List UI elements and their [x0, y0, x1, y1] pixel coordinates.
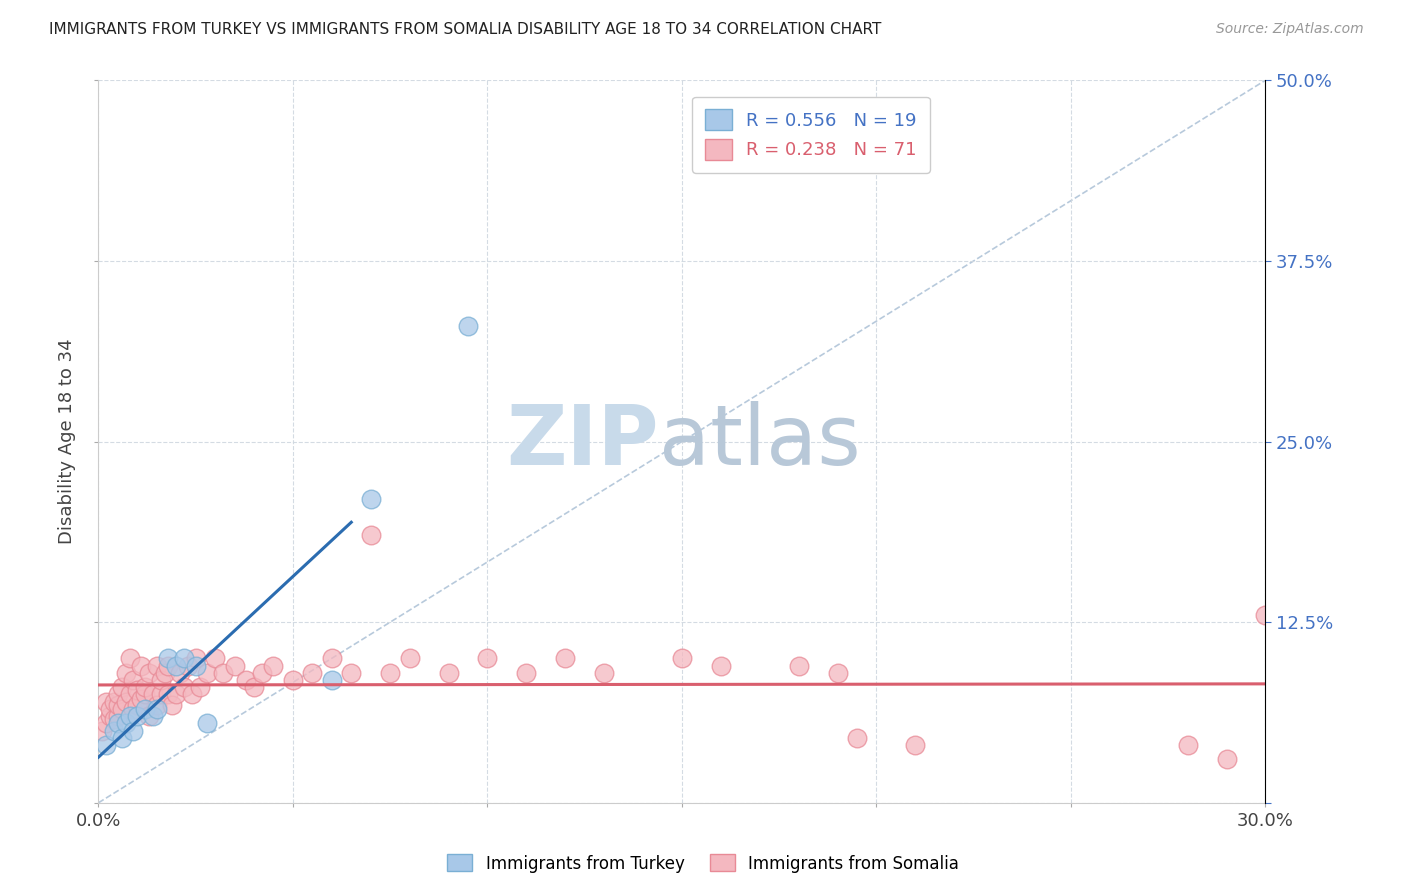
Point: [157, 651, 180, 665]
Point: [111, 680, 134, 694]
Point: [340, 665, 363, 680]
Point: [360, 528, 382, 542]
Point: [134, 680, 156, 694]
Point: [114, 665, 136, 680]
Point: [515, 665, 537, 680]
Point: [134, 687, 156, 701]
Point: [1177, 738, 1199, 752]
Point: [111, 702, 134, 716]
Point: [262, 658, 284, 673]
Point: [195, 716, 218, 731]
Point: [122, 702, 145, 716]
Point: [173, 651, 195, 665]
Point: [127, 683, 149, 698]
Point: [235, 673, 257, 687]
Legend: R = 0.556   N = 19, R = 0.238   N = 71: R = 0.556 N = 19, R = 0.238 N = 71: [692, 96, 929, 172]
Point: [477, 651, 499, 665]
Point: [134, 702, 156, 716]
Point: [224, 658, 246, 673]
Point: [243, 680, 266, 694]
Point: [149, 673, 172, 687]
Point: [169, 665, 191, 680]
Point: [142, 709, 165, 723]
Point: [321, 651, 343, 665]
Point: [103, 723, 125, 738]
Point: [146, 702, 169, 716]
Point: [846, 731, 869, 745]
Legend: Immigrants from Turkey, Immigrants from Somalia: Immigrants from Turkey, Immigrants from …: [440, 847, 966, 880]
Point: [212, 665, 235, 680]
Point: [250, 665, 273, 680]
Point: [1254, 607, 1277, 622]
Point: [98, 709, 121, 723]
Point: [103, 695, 125, 709]
Point: [437, 665, 460, 680]
Point: [118, 651, 141, 665]
Point: [787, 658, 810, 673]
Point: [457, 318, 479, 333]
Point: [107, 709, 129, 723]
Point: [180, 687, 202, 701]
Point: [904, 738, 927, 752]
Point: [114, 716, 136, 731]
Point: [157, 658, 180, 673]
Text: Source: ZipAtlas.com: Source: ZipAtlas.com: [1216, 22, 1364, 37]
Point: [96, 738, 118, 752]
Point: [146, 658, 169, 673]
Point: [204, 651, 226, 665]
Point: [281, 673, 304, 687]
Point: [118, 709, 141, 723]
Point: [122, 673, 145, 687]
Y-axis label: Disability Age 18 to 34: Disability Age 18 to 34: [58, 339, 76, 544]
Point: [122, 723, 145, 738]
Point: [91, 723, 114, 738]
Point: [129, 691, 152, 706]
Text: atlas: atlas: [658, 401, 860, 482]
Point: [107, 698, 129, 712]
Point: [127, 698, 149, 712]
Point: [138, 665, 160, 680]
Point: [96, 716, 118, 731]
Point: [380, 665, 402, 680]
Point: [184, 658, 207, 673]
Point: [184, 651, 207, 665]
Point: [111, 731, 134, 745]
Point: [301, 665, 323, 680]
Point: [554, 651, 576, 665]
Point: [107, 687, 129, 701]
Point: [173, 680, 195, 694]
Point: [321, 673, 343, 687]
Point: [165, 658, 187, 673]
Point: [114, 695, 136, 709]
Point: [103, 712, 125, 726]
Point: [157, 687, 180, 701]
Point: [398, 651, 420, 665]
Point: [360, 492, 382, 507]
Point: [98, 702, 121, 716]
Point: [593, 665, 616, 680]
Point: [149, 687, 172, 701]
Point: [165, 687, 187, 701]
Point: [153, 665, 176, 680]
Point: [710, 658, 733, 673]
Point: [827, 665, 849, 680]
Point: [118, 687, 141, 701]
Point: [162, 698, 184, 712]
Point: [146, 698, 169, 712]
Point: [96, 695, 118, 709]
Point: [142, 687, 165, 701]
Point: [195, 665, 218, 680]
Point: [188, 680, 211, 694]
Point: [1215, 752, 1237, 766]
Point: [127, 709, 149, 723]
Text: ZIP: ZIP: [506, 401, 658, 482]
Point: [129, 658, 152, 673]
Point: [177, 658, 200, 673]
Text: IMMIGRANTS FROM TURKEY VS IMMIGRANTS FROM SOMALIA DISABILITY AGE 18 TO 34 CORREL: IMMIGRANTS FROM TURKEY VS IMMIGRANTS FRO…: [49, 22, 882, 37]
Point: [107, 716, 129, 731]
Point: [671, 651, 693, 665]
Point: [138, 709, 160, 723]
